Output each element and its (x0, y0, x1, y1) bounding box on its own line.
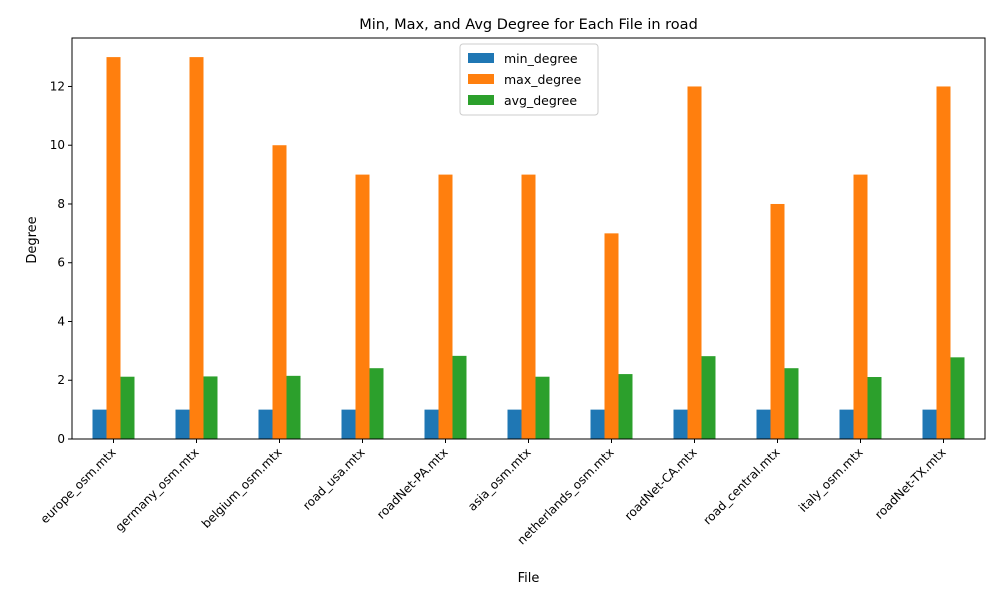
bar-min_degree-9 (839, 409, 854, 439)
legend: min_degree max_degree avg_degree (459, 43, 599, 116)
y-tick-label-0: 0 (57, 432, 65, 446)
bar-min_degree-10 (922, 409, 937, 439)
legend-swatch-max_degree (468, 74, 494, 84)
bar-max_degree-5 (521, 174, 536, 439)
bar-min_degree-1 (175, 409, 190, 439)
bar-max_degree-4 (438, 174, 453, 439)
bar-avg_degree-9 (867, 377, 882, 439)
legend-box (459, 43, 599, 116)
bar-min_degree-7 (673, 409, 688, 439)
bar-max_degree-10 (936, 86, 951, 439)
bar-max_degree-8 (770, 203, 785, 439)
bar-min_degree-8 (756, 409, 771, 439)
y-axis-label: Degree (25, 216, 40, 263)
bar-min_degree-2 (258, 409, 273, 439)
bar-avg_degree-8 (784, 368, 799, 439)
bar-avg_degree-4 (452, 355, 467, 439)
bar-min_degree-0 (92, 409, 107, 439)
bar-max_degree-6 (604, 233, 619, 439)
bar-max_degree-1 (189, 57, 204, 439)
bar-max_degree-7 (687, 86, 702, 439)
bar-avg_degree-7 (701, 356, 716, 439)
x-axis-label: File (518, 571, 540, 586)
y-tick-label-6: 12 (50, 79, 65, 93)
y-tick-label-4: 8 (57, 197, 65, 211)
bar-min_degree-6 (590, 409, 605, 439)
legend-label-max_degree: max_degree (504, 72, 582, 87)
bar-max_degree-2 (272, 145, 287, 440)
y-tick-label-1: 2 (57, 373, 65, 387)
bar-avg_degree-2 (286, 375, 301, 439)
legend-label-min_degree: min_degree (504, 51, 578, 66)
legend-label-avg_degree: avg_degree (504, 93, 577, 108)
legend-swatch-min_degree (468, 53, 494, 63)
bar-avg_degree-1 (203, 376, 218, 439)
bar-avg_degree-0 (120, 376, 135, 439)
y-tick-label-3: 6 (57, 256, 65, 270)
bar-max_degree-9 (853, 174, 868, 439)
bar-avg_degree-5 (535, 376, 550, 439)
bar-min_degree-4 (424, 409, 439, 439)
legend-swatch-avg_degree (468, 95, 494, 105)
bar-min_degree-5 (507, 409, 522, 439)
bar-avg_degree-6 (618, 374, 633, 439)
y-tick-label-5: 10 (50, 138, 65, 152)
bar-max_degree-3 (355, 174, 370, 439)
bar-min_degree-3 (341, 409, 356, 439)
chart-title: Min, Max, and Avg Degree for Each File i… (359, 17, 698, 33)
bar-max_degree-0 (106, 57, 121, 439)
bar-avg_degree-3 (369, 368, 384, 439)
bar-avg_degree-10 (950, 357, 965, 439)
y-tick-label-2: 4 (57, 314, 65, 328)
